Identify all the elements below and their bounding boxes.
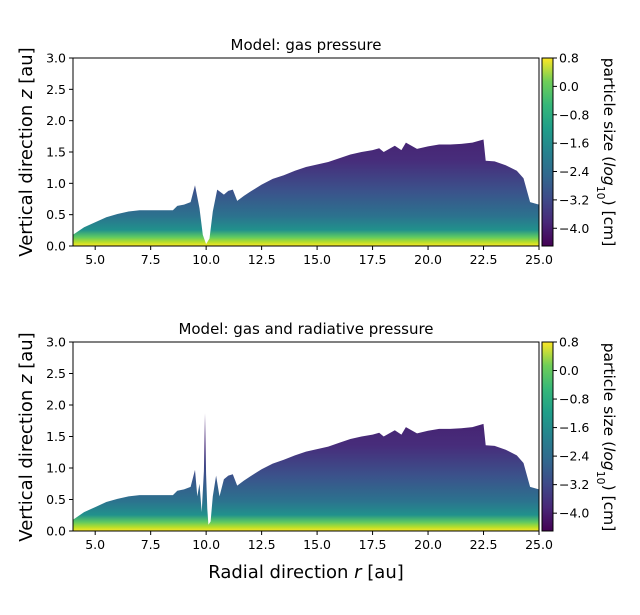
- x-tick-label: 17.5: [359, 252, 387, 267]
- y-tick-label: 1.5: [46, 145, 66, 160]
- x-tick-label: 25.0: [525, 252, 553, 267]
- panel-2-fill: [73, 413, 539, 531]
- panel-1-cbticks: 0.8 0.0 −0.8 −1.6 −2.4 −3.2 −4.0: [553, 51, 589, 236]
- colorbar-tick-label: −2.4: [559, 449, 589, 464]
- panel-2: Model: gas and radiative pressure 5.0 7.5…: [16, 320, 618, 583]
- y-tick-label: 0.0: [46, 524, 66, 539]
- y-tick-label: 1.5: [46, 429, 66, 444]
- x-tick-label: 22.5: [470, 537, 498, 552]
- x-tick-label: 12.5: [248, 537, 276, 552]
- panel-1-title: Model: gas pressure: [231, 36, 382, 54]
- panel-2-cbticks: 0.8 0.0 −0.8 −1.6 −2.4 −3.2 −4.0: [553, 335, 589, 521]
- colorbar-tick-label: 0.8: [559, 51, 579, 66]
- colorbar-tick-label: −4.0: [559, 221, 589, 236]
- y-tick-label: 0.5: [46, 207, 66, 222]
- panel-2-title: Model: gas and radiative pressure: [178, 320, 433, 338]
- y-tick-label: 2.5: [46, 366, 66, 381]
- y-tick-label: 3.0: [46, 335, 66, 350]
- colorbar-tick-label: −3.2: [559, 192, 589, 207]
- colorbar-tick-label: 0.8: [559, 335, 579, 350]
- panel-1-colorbar: [541, 57, 554, 247]
- colorbar-tick-label: −1.6: [559, 420, 589, 435]
- colorbar-tick-label: −3.2: [559, 477, 589, 492]
- y-tick-label: 1.0: [46, 461, 66, 476]
- panel-2-ylabel: Vertical direction z [au]: [16, 332, 37, 541]
- colorbar-tick-label: −0.8: [559, 107, 589, 122]
- x-tick-label: 22.5: [470, 252, 498, 267]
- y-tick-label: 0.0: [46, 239, 66, 254]
- panel-1-yticks: 0.0 0.5 1.0 1.5 2.0 2.5 3.0: [46, 51, 73, 254]
- panel-1-fill: [73, 139, 539, 246]
- panel-1: Model: gas pressure 5.0 7.5 10.0 12.5 15.0 17…: [16, 36, 618, 267]
- x-tick-label: 17.5: [359, 537, 387, 552]
- x-tick-label: 20.0: [414, 252, 442, 267]
- y-tick-label: 1.0: [46, 176, 66, 191]
- x-tick-label: 5.0: [85, 537, 105, 552]
- x-tick-label: 12.5: [248, 252, 276, 267]
- panel-1-xticks: 5.0 7.5 10.0 12.5 15.0 17.5 20.0 22.5 25.0: [85, 246, 553, 267]
- y-tick-label: 2.0: [46, 398, 66, 413]
- panel-1-cblabel: particle size (log10) [cm]: [595, 58, 619, 247]
- y-tick-label: 0.5: [46, 492, 66, 507]
- x-tick-label: 5.0: [85, 252, 105, 267]
- x-tick-label: 10.0: [192, 252, 220, 267]
- x-tick-label: 7.5: [141, 252, 161, 267]
- x-tick-label: 20.0: [414, 537, 442, 552]
- y-tick-label: 2.0: [46, 113, 66, 128]
- x-tick-label: 15.0: [303, 252, 331, 267]
- panel-1-disk-region: [73, 139, 539, 246]
- panel-2-xticks: 5.0 7.5 10.0 12.5 15.0 17.5 20.0 22.5 25.0: [85, 531, 553, 552]
- colorbar-tick-label: 0.0: [559, 79, 579, 94]
- colorbar-tick-label: −4.0: [559, 506, 589, 521]
- x-tick-label: 7.5: [141, 537, 161, 552]
- panel-2-cblabel: particle size (log10) [cm]: [595, 343, 619, 532]
- colorbar-tick-label: −2.4: [559, 164, 589, 179]
- x-tick-label: 25.0: [525, 537, 553, 552]
- panel-2-disk-region: [73, 413, 539, 531]
- colorbar-tick-label: −0.8: [559, 392, 589, 407]
- panel-1-ylabel: Vertical direction z [au]: [16, 47, 37, 256]
- colorbar-tick-label: −1.6: [559, 136, 589, 151]
- x-tick-label: 15.0: [303, 537, 331, 552]
- x-tick-label: 10.0: [192, 537, 220, 552]
- y-tick-label: 2.5: [46, 82, 66, 97]
- y-tick-label: 3.0: [46, 51, 66, 66]
- panel-2-colorbar: [541, 341, 554, 532]
- colorbar-tick-label: 0.0: [559, 363, 579, 378]
- panel-2-xlabel: Radial direction r [au]: [208, 562, 404, 583]
- panel-2-yticks: 0.0 0.5 1.0 1.5 2.0 2.5 3.0: [46, 335, 73, 539]
